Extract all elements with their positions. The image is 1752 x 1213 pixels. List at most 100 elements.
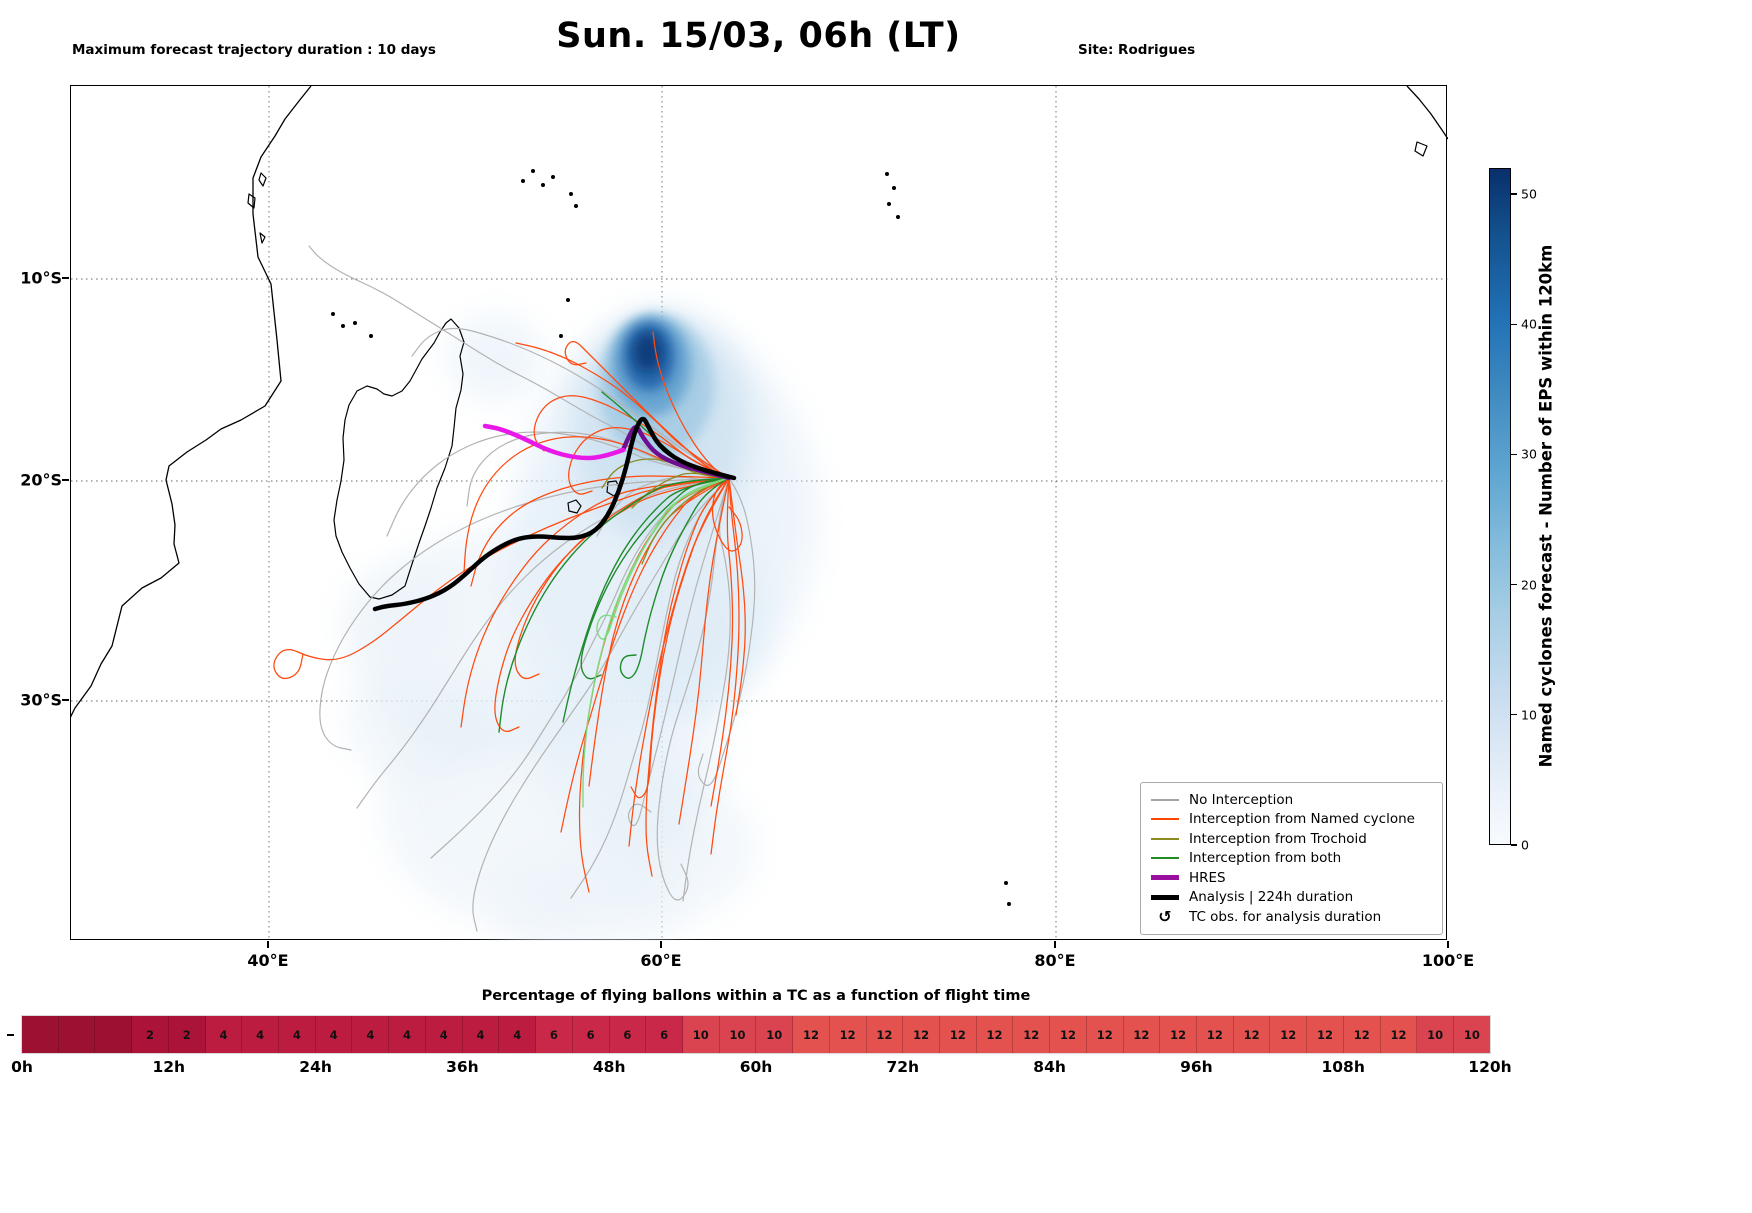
tc-percentage-segment: 6 (572, 1016, 610, 1053)
x-axis-tick-label: 60°E (640, 951, 682, 970)
island-dot (887, 202, 891, 206)
strip-y-tick (7, 1034, 14, 1036)
x-tick-mark (1447, 941, 1449, 948)
tc-percentage-segment: 12 (1270, 1016, 1308, 1053)
legend-label: No Interception (1189, 791, 1294, 808)
tc-percentage-segment: 12 (1086, 1016, 1124, 1053)
map-svg (71, 86, 1448, 941)
colorbar-tick-label: 0 (1521, 837, 1529, 853)
legend-label: HRES (1189, 869, 1226, 886)
tc-percentage-segment: 4 (205, 1016, 243, 1053)
tc-percentage-segment: 6 (609, 1016, 647, 1053)
coastline-island (247, 193, 256, 209)
tc-percentage-segment: 12 (793, 1016, 830, 1053)
trajectory-trochoid (641, 477, 730, 565)
tc-percentage-segment: 12 (1160, 1016, 1197, 1053)
coastline-island (258, 172, 267, 187)
y-tick-mark (62, 479, 69, 481)
island-dot (896, 215, 900, 219)
tc-percentage-segment: 4 (389, 1016, 426, 1053)
x-tick-mark (267, 941, 269, 948)
hour-tick-label: 48h (592, 1058, 626, 1076)
trajectory-both-light (596, 477, 730, 640)
colorbar-label: Named cyclones forecast - Number of EPS … (1536, 244, 1556, 768)
coastline-island (333, 318, 465, 600)
legend-swatch: ↺ (1150, 908, 1180, 925)
legend-line (1151, 798, 1179, 801)
legend-swatch (1150, 875, 1180, 881)
island-dot (541, 183, 545, 187)
trajectory-both (562, 477, 730, 723)
y-tick-mark (62, 699, 69, 701)
x-axis-tick-label: 80°E (1034, 951, 1076, 970)
y-axis-tick-label: 10°S (20, 268, 62, 288)
tc-percentage-segment: 12 (1233, 1016, 1271, 1053)
trajectory-both (619, 477, 730, 679)
tc-percentage-segment: 4 (315, 1016, 353, 1053)
hour-tick-label: 0h (11, 1058, 33, 1076)
tc-percentage-segment: 12 (866, 1016, 904, 1053)
coastline (71, 86, 312, 718)
legend-item: Interception from Named cyclone (1150, 810, 1433, 830)
tc-percentage-segment: 4 (425, 1016, 463, 1053)
trajectory-no-interception (697, 477, 756, 786)
tc-percentage-segment: 12 (1197, 1016, 1234, 1053)
tc-percentage-segment: 2 (168, 1016, 206, 1053)
cyclone-density-blob (341, 566, 461, 662)
tc-percentage-segment: 12 (1380, 1016, 1418, 1053)
island-dot (1007, 902, 1011, 906)
trajectory-named-cyclone (710, 477, 734, 807)
tc-percentage-segment: 12 (976, 1016, 1014, 1053)
island-dot (566, 298, 570, 302)
legend-line (1151, 837, 1179, 840)
legend-line (1151, 818, 1179, 821)
island-dot (353, 321, 357, 325)
legend-item: Analysis | 224h duration (1150, 888, 1433, 908)
trajectory-both-light (582, 477, 730, 808)
legend-label: Interception from both (1189, 850, 1342, 867)
legend-item: Interception from Trochoid (1150, 829, 1433, 849)
site-info-line: Site: Rodrigues (1078, 42, 1196, 58)
island-dot (574, 204, 578, 208)
coastline-island (1414, 141, 1428, 157)
hour-tick-label: 24h (299, 1058, 332, 1076)
x-tick-mark (660, 941, 662, 948)
trajectory-named-cyclone (460, 477, 730, 728)
trajectory-no-interception (386, 431, 730, 537)
trajectory-trochoid (631, 472, 730, 509)
trajectory-no-interception (596, 476, 730, 537)
legend-swatch (1150, 857, 1180, 860)
colorbar-tick-mark (1511, 714, 1517, 716)
legend-swatch (1150, 818, 1180, 821)
legend-label: TC obs. for analysis duration (1189, 908, 1382, 925)
trajectory-named-cyclone (645, 477, 730, 877)
colorbar (1489, 168, 1511, 845)
hour-tick-label: 12h (152, 1058, 186, 1076)
hour-tick-label: 96h (1180, 1058, 1213, 1076)
island-dot (521, 179, 525, 183)
tc-percentage-strip: 2 2 4 4 4 4 4 4 4 4 4 6 6 6 6 10 10 10 12 12 12 12 12 12 12 12 12 1… (21, 1015, 1491, 1054)
trajectory-named-cyclone (710, 477, 740, 855)
trajectory-named-cyclone (711, 477, 743, 552)
tc-percentage-segment: 12 (1343, 1016, 1381, 1053)
island-dot (569, 192, 573, 196)
tc-percentage-segment: 10 (1454, 1016, 1490, 1053)
colorbar-tick-label: 10 (1521, 707, 1537, 723)
coastline-island (567, 499, 582, 514)
coastline (1406, 86, 1448, 140)
trajectory-named-cyclone (533, 395, 730, 479)
legend-item: Interception from both (1150, 849, 1433, 869)
coastline-island (259, 232, 266, 244)
trajectory-both (580, 477, 730, 680)
tc-percentage-segment: 4 (499, 1016, 537, 1053)
island-dot (1004, 881, 1008, 885)
tc-percentage-segment: 2 (132, 1016, 169, 1053)
trajectory-named-cyclone (494, 477, 730, 733)
trajectory-no-interception (627, 477, 730, 827)
tc-percentage-segment: 4 (242, 1016, 280, 1053)
map-legend: No Interception Interception from Named c… (1140, 782, 1443, 935)
forecast-params-line: Maximum forecast trajectory duration : 1… (72, 42, 436, 58)
trajectory-hres (482, 423, 626, 461)
cyclone-density-blob (448, 316, 544, 400)
